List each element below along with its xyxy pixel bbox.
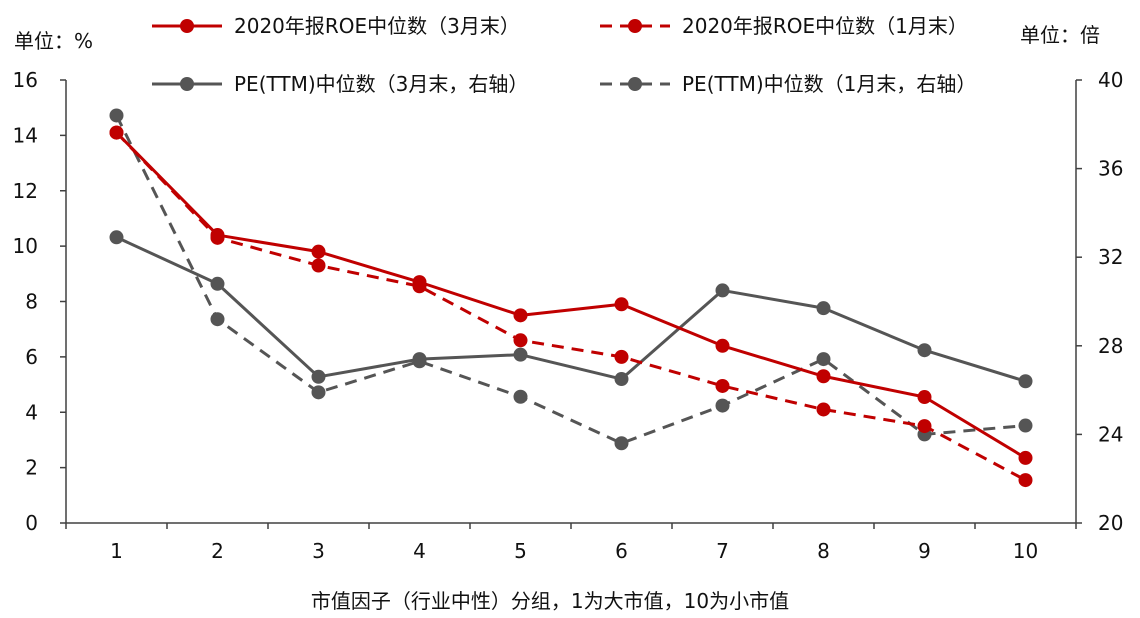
series-4 bbox=[109, 108, 1033, 451]
left-axis-unit: 单位：% bbox=[14, 29, 93, 53]
legend-label: PE(TTM)中位数（3月末，右轴） bbox=[234, 72, 528, 96]
left-tick-label: 6 bbox=[25, 345, 38, 369]
data-point bbox=[412, 352, 427, 367]
data-point bbox=[109, 230, 124, 245]
data-point bbox=[715, 398, 730, 413]
data-point bbox=[614, 349, 629, 364]
data-point bbox=[1018, 450, 1033, 465]
left-tick-label: 4 bbox=[25, 400, 38, 424]
data-point bbox=[311, 369, 326, 384]
data-point bbox=[513, 347, 528, 362]
series-1 bbox=[109, 125, 1033, 465]
legend-swatch-marker bbox=[180, 19, 194, 33]
data-point bbox=[614, 372, 629, 387]
series-line bbox=[115, 131, 1027, 460]
data-point bbox=[513, 389, 528, 404]
left-tick-label: 10 bbox=[13, 234, 38, 258]
data-point bbox=[1018, 418, 1033, 433]
x-axis-label: 市值因子（行业中性）分组，1为大市值，10为小市值 bbox=[311, 589, 789, 613]
data-point bbox=[109, 108, 124, 123]
series-line bbox=[115, 235, 1026, 383]
right-axis-unit: 单位：倍 bbox=[1020, 23, 1100, 47]
right-tick-label: 32 bbox=[1098, 245, 1123, 269]
legend-swatch-marker bbox=[628, 77, 642, 91]
data-point bbox=[917, 419, 932, 434]
x-tick-label: 4 bbox=[413, 539, 426, 563]
legend-swatch-marker bbox=[180, 77, 194, 91]
series-line bbox=[115, 114, 1026, 445]
data-point bbox=[614, 297, 629, 312]
data-point bbox=[816, 369, 831, 384]
right-tick-label: 24 bbox=[1098, 422, 1123, 446]
left-tick-label: 16 bbox=[13, 68, 38, 92]
legend-label: 2020年报ROE中位数（3月末） bbox=[234, 14, 520, 38]
data-point bbox=[1018, 374, 1033, 389]
data-point bbox=[513, 333, 528, 348]
data-point bbox=[311, 385, 326, 400]
data-point bbox=[715, 283, 730, 298]
data-point bbox=[311, 244, 326, 259]
data-point bbox=[210, 276, 225, 291]
data-point bbox=[513, 308, 528, 323]
series-2 bbox=[109, 125, 1033, 488]
legend-label: PE(TTM)中位数（1月末，右轴） bbox=[682, 72, 976, 96]
x-tick-label: 1 bbox=[110, 539, 123, 563]
x-tick-label: 3 bbox=[312, 539, 325, 563]
legend-item: 2020年报ROE中位数（1月末） bbox=[600, 14, 968, 38]
data-point bbox=[210, 312, 225, 327]
data-point bbox=[816, 352, 831, 367]
right-tick-label: 40 bbox=[1098, 68, 1123, 92]
data-point bbox=[109, 125, 124, 140]
data-point bbox=[614, 436, 629, 451]
series-line bbox=[115, 131, 1027, 482]
x-tick-label: 2 bbox=[211, 539, 224, 563]
x-tick-label: 5 bbox=[514, 539, 527, 563]
legend-item: PE(TTM)中位数（1月末，右轴） bbox=[600, 72, 976, 96]
data-point bbox=[412, 275, 427, 290]
series-layer bbox=[109, 108, 1033, 488]
legend-label: 2020年报ROE中位数（1月末） bbox=[682, 14, 968, 38]
data-point bbox=[311, 258, 326, 273]
legend-swatch-marker bbox=[628, 19, 642, 33]
data-point bbox=[917, 390, 932, 405]
x-tick-label: 8 bbox=[817, 539, 830, 563]
right-tick-label: 28 bbox=[1098, 334, 1123, 358]
legend-item: PE(TTM)中位数（3月末，右轴） bbox=[152, 72, 528, 96]
x-tick-label: 6 bbox=[615, 539, 628, 563]
legend: 2020年报ROE中位数（3月末） 2020年报ROE中位数（1月末） PE(TTM… bbox=[152, 14, 976, 96]
x-tick-label: 9 bbox=[918, 539, 931, 563]
right-tick-label: 36 bbox=[1098, 157, 1123, 181]
data-point bbox=[715, 378, 730, 393]
left-tick-label: 12 bbox=[13, 179, 38, 203]
data-point bbox=[1018, 473, 1033, 488]
right-tick-label: 20 bbox=[1098, 511, 1123, 535]
left-tick-label: 2 bbox=[25, 456, 38, 480]
data-point bbox=[715, 338, 730, 353]
left-tick-label: 0 bbox=[25, 511, 38, 535]
x-tick-label: 7 bbox=[716, 539, 729, 563]
left-tick-label: 8 bbox=[25, 290, 38, 314]
series-3 bbox=[109, 230, 1033, 389]
data-point bbox=[210, 228, 225, 243]
data-point bbox=[816, 301, 831, 316]
data-point bbox=[917, 343, 932, 358]
left-tick-label: 14 bbox=[13, 123, 38, 147]
x-tick-label: 10 bbox=[1013, 539, 1038, 563]
data-point bbox=[816, 402, 831, 417]
legend-item: 2020年报ROE中位数（3月末） bbox=[152, 14, 520, 38]
